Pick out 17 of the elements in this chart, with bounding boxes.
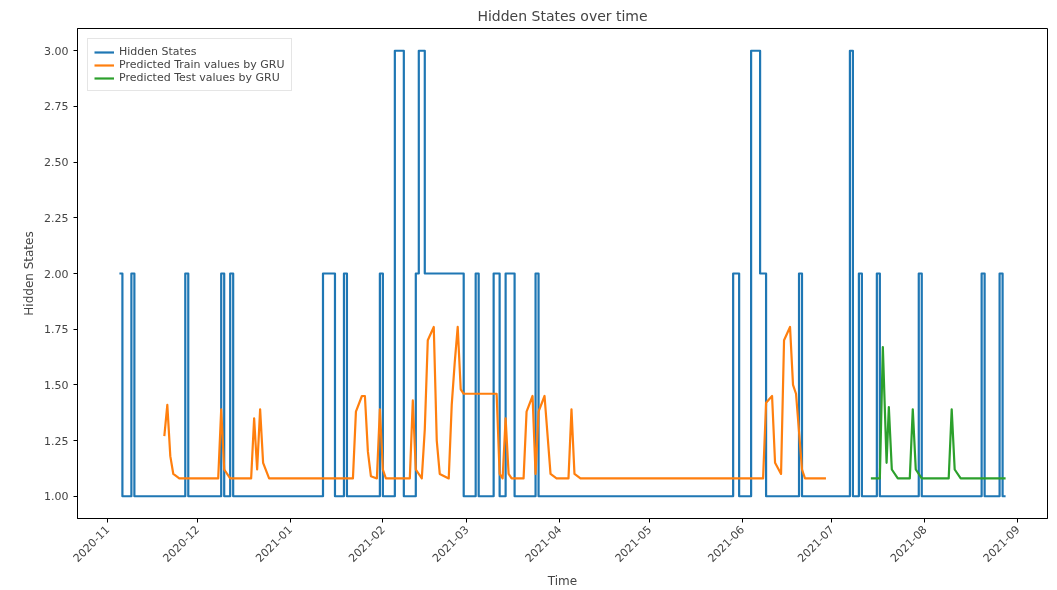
y-tick-label: 1.50 [44,378,69,392]
legend-label: Predicted Train values by GRU [119,58,285,71]
line-series [869,345,1007,480]
x-axis-title: Time [546,573,578,588]
y-tick-label: 1.75 [44,323,69,337]
y-tick-label: 2.50 [44,156,69,170]
y-tick-label: 2.00 [44,267,69,281]
legend-label: Hidden States [119,45,197,58]
legend-label: Predicted Test values by GRU [119,71,280,84]
line-series [163,325,828,480]
y-tick-label: 2.25 [44,211,69,225]
chart-title: Hidden States over time [477,7,648,24]
y-tick-label: 1.25 [44,434,69,448]
y-tick-label: 3.00 [44,44,69,58]
y-tick-label: 1.00 [44,490,69,504]
y-axis-title: Hidden States [22,231,37,316]
y-tick-label: 2.75 [44,100,69,114]
